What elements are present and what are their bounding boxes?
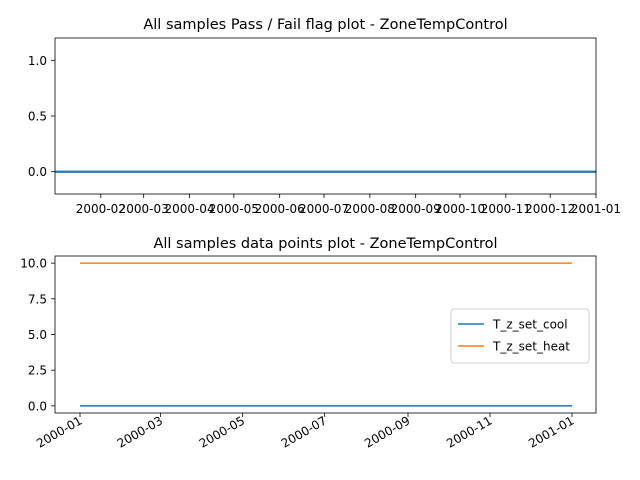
x-tick-label: 2000-11 — [481, 202, 531, 216]
x-tick-label: 2000-05 — [197, 413, 247, 450]
y-tick-label: 0.5 — [28, 110, 47, 124]
y-tick-label: 5.0 — [28, 328, 47, 342]
x-tick-label: 2000-03 — [119, 202, 169, 216]
x-tick-label: 2000-02 — [76, 202, 126, 216]
x-tick-label: 2000-08 — [345, 202, 395, 216]
x-tick-label: 2001-01 — [571, 202, 621, 216]
x-tick-label: 2001-01 — [526, 413, 576, 450]
x-tick-label: 2000-09 — [362, 413, 412, 450]
x-tick-label: 2000-01 — [34, 413, 84, 450]
y-tick-label: 7.5 — [28, 292, 47, 306]
x-tick-label: 2000-03 — [115, 413, 165, 450]
y-tick-label: 0.0 — [28, 165, 47, 179]
pass-fail-axes-frame — [54, 37, 597, 195]
y-tick-label: 2.5 — [28, 364, 47, 378]
x-tick-label: 2000-06 — [255, 202, 305, 216]
pass-fail-subplot: All samples Pass / Fail flag plot - Zone… — [28, 17, 621, 216]
y-tick-label: 1.0 — [28, 54, 47, 68]
x-tick-label: 2000-12 — [525, 202, 575, 216]
x-tick-label: 2000-07 — [279, 413, 329, 450]
data-points-subplot: All samples data points plot - ZoneTempC… — [20, 236, 597, 451]
x-tick-label: 2000-11 — [444, 413, 494, 450]
pass-fail-chart-title: All samples Pass / Fail flag plot - Zone… — [143, 17, 507, 33]
y-tick-label: 10.0 — [20, 257, 47, 271]
legend-box — [450, 308, 590, 364]
legend-label: T_z_set_cool — [492, 318, 568, 332]
y-tick-label: 0.0 — [28, 399, 47, 413]
legend-label: T_z_set_heat — [492, 340, 570, 354]
data-points-chart-title: All samples data points plot - ZoneTempC… — [153, 236, 497, 252]
x-tick-label: 2000-09 — [391, 202, 441, 216]
x-tick-label: 2000-04 — [164, 202, 214, 216]
x-tick-label: 2000-10 — [435, 202, 485, 216]
data-points-axes-frame — [54, 255, 597, 414]
x-tick-label: 2000-07 — [299, 202, 349, 216]
legend: T_z_set_cool T_z_set_heat — [450, 308, 590, 364]
x-tick-label: 2000-05 — [209, 202, 259, 216]
